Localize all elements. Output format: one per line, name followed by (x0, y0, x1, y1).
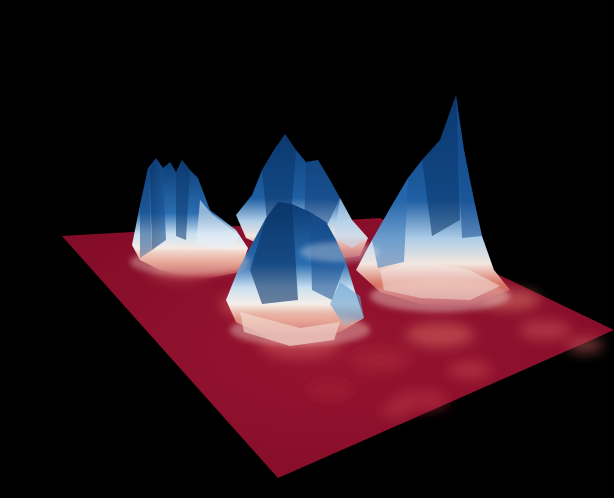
peak-left-cluster (132, 158, 248, 280)
peak-right-tall (356, 95, 510, 306)
base-glow (130, 242, 510, 346)
